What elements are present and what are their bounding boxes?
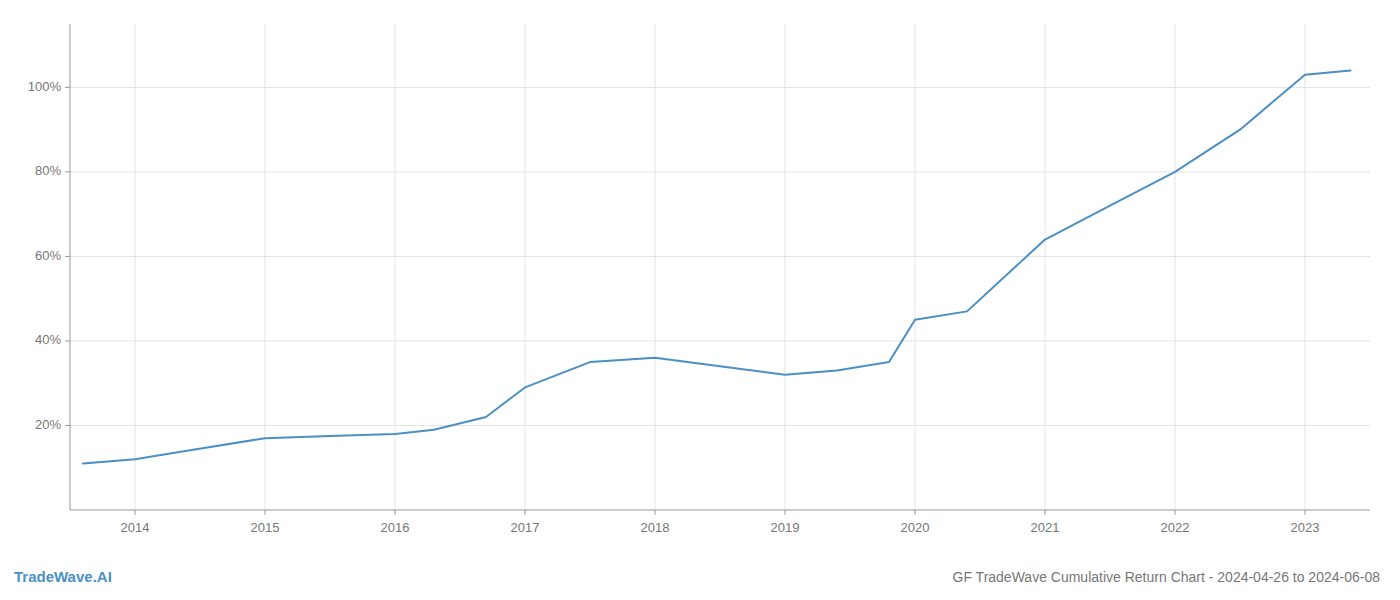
tick-label: 2018	[641, 520, 670, 535]
watermark: TradeWave.AI	[14, 568, 112, 585]
tick-mark	[1175, 510, 1176, 515]
tick-mark	[785, 510, 786, 515]
grid-line	[1175, 24, 1176, 510]
grid-line	[265, 24, 266, 510]
tick-mark	[65, 87, 70, 88]
tick-mark	[65, 425, 70, 426]
axes: 20% 40% 60% 80% 100% 2014 2015 2016 2017 2018 2019…	[28, 24, 1370, 535]
tick-label: 20%	[35, 417, 61, 432]
tick-label: 2014	[121, 520, 150, 535]
grid-line	[655, 24, 656, 510]
tick-label: 2020	[901, 520, 930, 535]
tick-label: 100%	[28, 79, 62, 94]
tick-label: 2017	[511, 520, 540, 535]
title: GF TradeWave Cumulative Return Chart - 2…	[953, 569, 1381, 585]
grid-line	[785, 24, 786, 510]
tick-label: 2016	[381, 520, 410, 535]
tick-mark	[65, 256, 70, 257]
tick-label: 2015	[251, 520, 280, 535]
tick-mark	[1045, 510, 1046, 515]
tick-mark	[65, 340, 70, 341]
tick-mark	[1305, 510, 1306, 515]
y-axis-line	[70, 24, 71, 510]
tick-label: 2022	[1161, 520, 1190, 535]
tick-mark	[655, 510, 656, 515]
tick-label: 2019	[771, 520, 800, 535]
grid-line	[135, 24, 136, 510]
x-axis-line	[70, 510, 1370, 511]
grid-line	[915, 24, 916, 510]
tick-mark	[395, 510, 396, 515]
tick-mark	[915, 510, 916, 515]
tick-label: 2023	[1291, 520, 1320, 535]
grid-line	[395, 24, 396, 510]
grid	[70, 24, 1370, 510]
tick-mark	[135, 510, 136, 515]
line	[83, 70, 1351, 463]
tick-mark	[525, 510, 526, 515]
grid-line	[1305, 24, 1306, 510]
tick-mark	[265, 510, 266, 515]
tick-label: 40%	[35, 332, 61, 347]
grid-line	[525, 24, 526, 510]
data-area	[83, 70, 1351, 463]
tick-label: 80%	[35, 163, 61, 178]
page: {"chart_data": {"type": "line", "title":…	[0, 0, 1400, 600]
chart: 20% 40% 60% 80% 100% 2014 2015 2016 2017 2018 2019…	[0, 0, 1400, 600]
grid-line	[1045, 24, 1046, 510]
tick-mark	[65, 171, 70, 172]
tick-label: 60%	[35, 248, 61, 263]
tick-label: 2021	[1031, 520, 1060, 535]
